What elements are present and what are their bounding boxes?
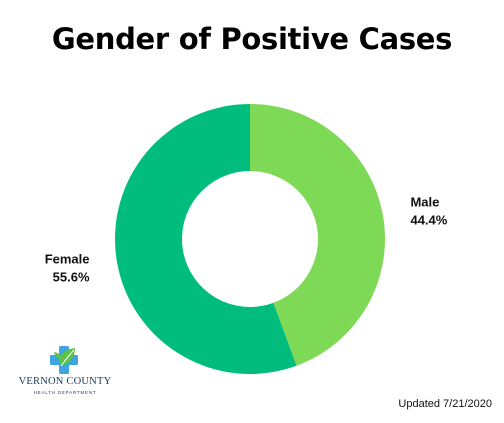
slice-label-male: Male — [410, 194, 439, 209]
chart-title: Gender of Positive Cases — [51, 22, 453, 56]
chart-labels: Male 44.4% Female 55.6% — [45, 194, 448, 284]
slice-male — [250, 104, 385, 366]
slice-female — [114, 104, 297, 375]
slice-label-female: Female — [45, 252, 90, 267]
logo-name: VERNON COUNTY — [18, 376, 112, 387]
updated-date: Updated 7/21/2020 — [398, 398, 492, 410]
vernon-county-logo — [50, 346, 78, 374]
chart-slices — [114, 104, 385, 375]
slice-value-male: 44.4% — [410, 212, 447, 227]
leaf-icon — [54, 348, 75, 367]
logo-subtitle: HEALTH DEPARTMENT — [33, 390, 97, 395]
slice-value-female: 55.6% — [53, 270, 90, 285]
